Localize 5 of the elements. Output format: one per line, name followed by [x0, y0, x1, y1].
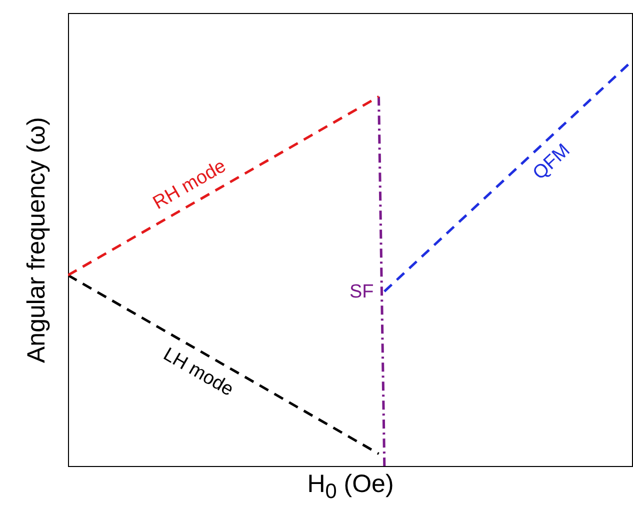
x-axis-title: H$_{0}$ (Oe): [306, 470, 395, 504]
series-label: SF: [349, 282, 374, 303]
text: RH mode: [150, 156, 230, 214]
y-axis-title: Angular frequency (ω): [22, 116, 52, 364]
text: LH mode: [160, 344, 237, 401]
